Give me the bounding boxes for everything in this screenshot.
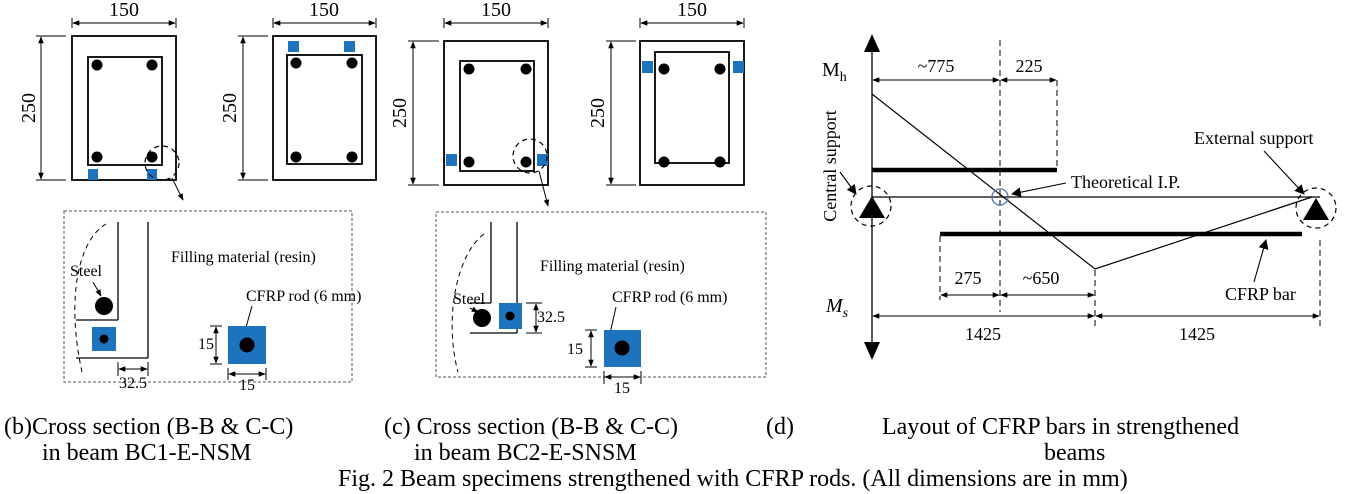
caption-d-tag: (d) (766, 414, 794, 440)
caption-b-line2: in beam BC1-E-NSM (42, 440, 252, 466)
theoretical-ip-label: Theoretical I.P. (1071, 172, 1180, 192)
height-label: 250 (18, 93, 40, 123)
steel-label: Steel (70, 263, 103, 280)
caption-b-line1: (b)Cross section (B-B & C-C) (4, 414, 294, 440)
layout-diagram: Mh Ms Central support External support T… (820, 34, 1337, 360)
filling-label: Filling material (resin) (540, 258, 685, 275)
rebar (290, 151, 302, 163)
dim-275: 275 (955, 268, 982, 288)
concrete-outline (74, 223, 107, 373)
rebar (346, 151, 358, 163)
spacing-label: 32.5 (537, 309, 565, 326)
cfrp-bar-label: CFRP bar (1225, 284, 1296, 304)
square-label: 15 (614, 380, 630, 397)
rebar (658, 63, 670, 75)
concrete-section (272, 35, 377, 181)
dim-1425-left: 1425 (965, 324, 1001, 344)
height-label: 250 (389, 98, 411, 128)
stirrup (286, 54, 363, 165)
section-c1: 150 250 (389, 0, 550, 207)
square-label: 15 (198, 336, 214, 353)
steel-bar (95, 297, 113, 315)
ip-circle (991, 188, 1009, 206)
concrete-outline (451, 233, 485, 373)
section-c2: 150 250 (587, 0, 745, 186)
rebar (146, 151, 158, 163)
central-support-circle (850, 185, 892, 227)
steel-label: Steel (453, 291, 486, 308)
external-support-circle (1295, 187, 1337, 229)
height-label: 250 (219, 93, 241, 123)
steel-bar (473, 309, 491, 327)
dim-225: 225 (1016, 56, 1043, 76)
height-label: 250 (587, 98, 609, 128)
cfrp-rod (88, 169, 98, 180)
stirrup (459, 60, 535, 172)
concrete-section (71, 35, 177, 181)
cfrp-rod (344, 41, 355, 52)
cfrp-rod (537, 154, 548, 166)
detail-box-b: Steel 32.5 Filling material (resin) CFRP… (63, 210, 361, 394)
dim-650: ~650 (1023, 268, 1060, 288)
square-label: 15 (567, 341, 583, 358)
cfrp-rod (642, 61, 653, 73)
ms-label: Ms (825, 295, 849, 321)
dim-775: ~775 (918, 56, 955, 76)
rebar (714, 63, 726, 75)
central-support-label: Central support (820, 110, 840, 221)
detail-circle (144, 145, 180, 181)
filling-label: Filling material (resin) (171, 249, 316, 266)
stirrup (654, 51, 730, 164)
rebar (146, 59, 158, 71)
cfrp-rod (147, 169, 157, 180)
section-b1: 150 250 (18, 0, 184, 201)
moment-diagram (871, 93, 1313, 270)
caption-d-line2: beams (1044, 440, 1106, 466)
axis-arrow-up (864, 34, 880, 52)
caption-c-line1: (c) Cross section (B-B & C-C) (384, 414, 678, 440)
rebar (290, 57, 302, 69)
rebar (91, 151, 103, 163)
external-support-label: External support (1194, 128, 1313, 148)
cfrp-rod-label: CFRP rod (6 mm) (612, 289, 727, 306)
rebar (714, 156, 726, 168)
rebar (520, 156, 532, 168)
section-b2: 150 250 (219, 0, 377, 181)
figure-caption: Fig. 2 Beam specimens strengthened with … (338, 466, 1128, 492)
rebar (520, 63, 532, 75)
spacing-label: 32.5 (119, 375, 147, 392)
stirrup (87, 56, 163, 166)
width-label: 150 (109, 0, 139, 21)
detail-circle (512, 138, 548, 174)
rebar (463, 63, 475, 75)
dim-1425-right: 1425 (1179, 324, 1215, 344)
square-label: 15 (239, 377, 255, 394)
rebar (658, 156, 670, 168)
caption-c-line2: in beam BC2-E-SNSM (414, 440, 637, 466)
detail-box-c: Steel 32.5 Filling material (resin) CFRP… (435, 211, 767, 397)
rebar (91, 59, 103, 71)
mh-label: Mh (822, 59, 847, 85)
concrete-section (443, 40, 549, 186)
cfrp-rod (446, 154, 457, 166)
concrete-section (639, 40, 745, 186)
width-label: 150 (481, 0, 511, 21)
rebar (463, 156, 475, 168)
width-label: 150 (677, 0, 707, 21)
cfrp-rod-label: CFRP rod (6 mm) (246, 288, 361, 305)
axis-arrow-down (864, 342, 880, 360)
caption-d-line1: Layout of CFRP bars in strengthened (882, 414, 1240, 440)
central-support-icon (859, 196, 885, 218)
width-label: 150 (309, 0, 339, 21)
cfrp-rod (288, 41, 299, 52)
rebar (346, 57, 358, 69)
cfrp-rod (733, 61, 744, 73)
external-support-icon (1303, 198, 1329, 220)
